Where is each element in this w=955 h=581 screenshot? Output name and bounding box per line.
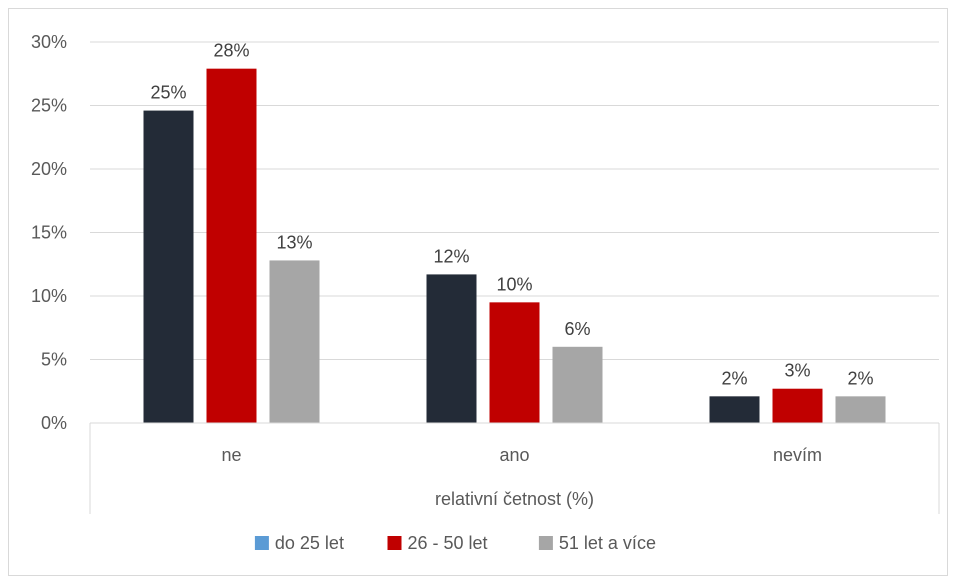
y-tick-label: 10% <box>31 286 67 306</box>
y-tick-label: 20% <box>31 159 67 179</box>
legend-label: 26 - 50 let <box>408 533 488 553</box>
category-label: nevím <box>773 445 822 465</box>
category-label: ano <box>499 445 529 465</box>
chart-frame: 0% 5% 10% 15% 20% 25% 30% 25% 28% 13% ne 12% 10% 6% an… <box>8 8 948 576</box>
bar-nevím-2 <box>835 396 886 423</box>
bar-ano-2 <box>552 346 603 423</box>
category-label: ne <box>221 445 241 465</box>
data-label: 28% <box>213 41 249 61</box>
data-label: 6% <box>564 319 590 339</box>
legend-swatch <box>538 536 553 550</box>
bar-ne-1 <box>206 68 257 424</box>
legend-label: do 25 let <box>275 533 344 553</box>
bar-chart: 0% 5% 10% 15% 20% 25% 30% 25% 28% 13% ne 12% 10% 6% an… <box>31 32 940 553</box>
bar-ano-1 <box>489 302 540 423</box>
data-label: 12% <box>433 246 469 266</box>
bar-ne-0 <box>143 110 194 423</box>
bar-ano-0 <box>426 274 477 423</box>
legend-swatch <box>254 536 269 550</box>
bar-ne-2 <box>269 260 320 423</box>
data-label: 25% <box>150 83 186 103</box>
y-tick-label: 25% <box>31 96 67 116</box>
data-label: 2% <box>847 368 873 388</box>
y-tick-label: 30% <box>31 32 67 52</box>
legend-swatch <box>387 536 402 550</box>
data-label: 3% <box>784 361 810 381</box>
data-label: 10% <box>496 274 532 294</box>
y-tick-label: 15% <box>31 223 67 243</box>
bar-nevím-1 <box>772 388 823 423</box>
y-tick-label: 5% <box>41 350 67 370</box>
x-axis-title: relativní četnost (%) <box>435 489 594 509</box>
bar-nevím-0 <box>709 396 760 423</box>
data-label: 2% <box>721 368 747 388</box>
legend-label: 51 let a více <box>559 533 656 553</box>
y-tick-label: 0% <box>41 413 67 433</box>
data-label: 13% <box>276 232 312 252</box>
